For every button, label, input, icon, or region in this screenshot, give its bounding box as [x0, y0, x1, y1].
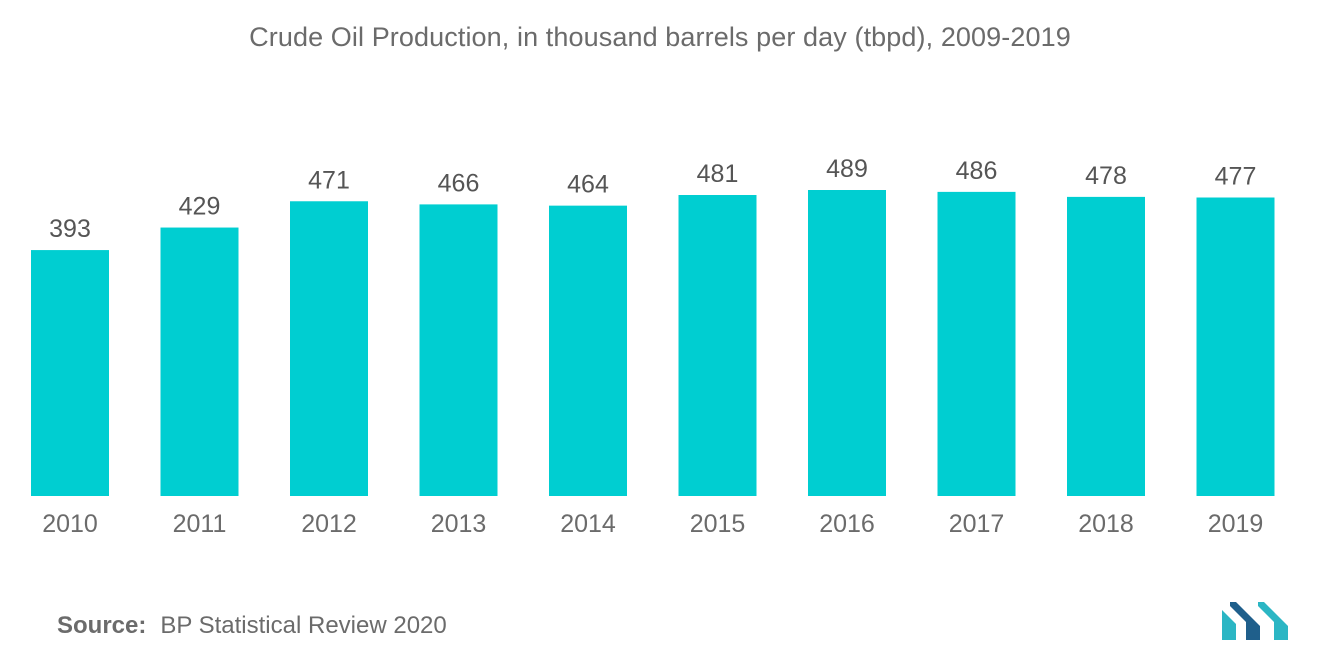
x-tick-label-2011: 2011	[173, 510, 227, 538]
source-note: Source: BP Statistical Review 2020	[57, 612, 447, 640]
x-tick-label-2017: 2017	[949, 510, 1005, 538]
bar-2014	[549, 205, 627, 496]
x-tick-label-2013: 2013	[431, 510, 487, 538]
value-label-2017: 486	[956, 157, 998, 185]
bar-2019	[1196, 197, 1275, 496]
x-tick-label-2010: 2010	[42, 510, 98, 538]
bar-2016	[808, 190, 886, 496]
logo-left-shape	[1222, 610, 1236, 640]
source-label: Source:	[57, 612, 147, 639]
bar-chart: 393 2010 429 2011 471 2012 466 2013 464 2014 481 20…	[31, 155, 1275, 538]
bar-2017	[937, 191, 1016, 496]
bar-2010	[31, 250, 109, 496]
brand-logo-icon	[1222, 602, 1288, 640]
logo-right-shape	[1258, 602, 1288, 640]
value-label-2019: 477	[1215, 163, 1257, 191]
x-tick-label-2012: 2012	[301, 510, 357, 538]
source-text: BP Statistical Review 2020	[160, 612, 447, 639]
value-label-2012: 471	[308, 166, 350, 194]
value-label-2015: 481	[697, 160, 739, 188]
x-tick-label-2014: 2014	[560, 510, 616, 538]
value-label-2018: 478	[1085, 162, 1127, 190]
x-tick-label-2019: 2019	[1208, 510, 1264, 538]
bar-2011	[160, 227, 239, 496]
logo-mid-shape	[1230, 602, 1260, 640]
value-label-2013: 466	[438, 169, 480, 197]
x-tick-label-2015: 2015	[690, 510, 746, 538]
x-tick-label-2018: 2018	[1078, 510, 1134, 538]
bar-2018	[1067, 196, 1145, 497]
bar-2015	[678, 195, 757, 496]
value-label-2011: 429	[179, 193, 221, 221]
bar-2013	[419, 204, 498, 496]
value-label-2010: 393	[49, 215, 91, 243]
chart-title: Crude Oil Production, in thousand barrel…	[249, 22, 1071, 52]
value-label-2014: 464	[567, 171, 609, 199]
value-label-2016: 489	[826, 155, 868, 183]
x-tick-label-2016: 2016	[819, 510, 875, 538]
bar-2012	[290, 201, 368, 497]
